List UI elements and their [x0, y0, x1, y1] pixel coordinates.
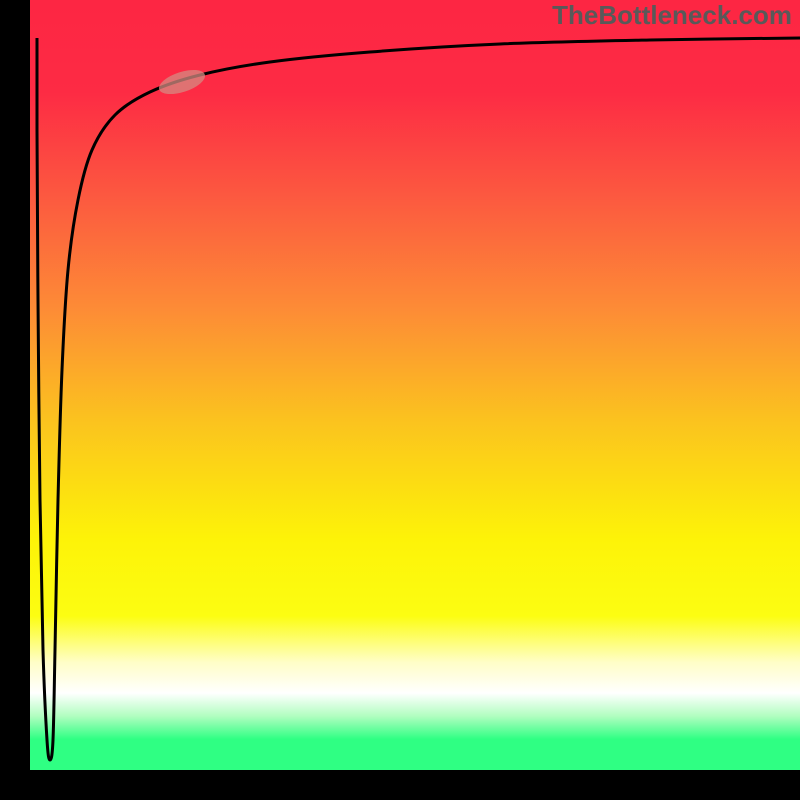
watermark-text: TheBottleneck.com: [552, 0, 792, 31]
gradient-background: [0, 0, 800, 800]
chart-container: TheBottleneck.com: [0, 0, 800, 800]
frame-left: [0, 0, 30, 800]
frame-bottom: [0, 770, 800, 800]
